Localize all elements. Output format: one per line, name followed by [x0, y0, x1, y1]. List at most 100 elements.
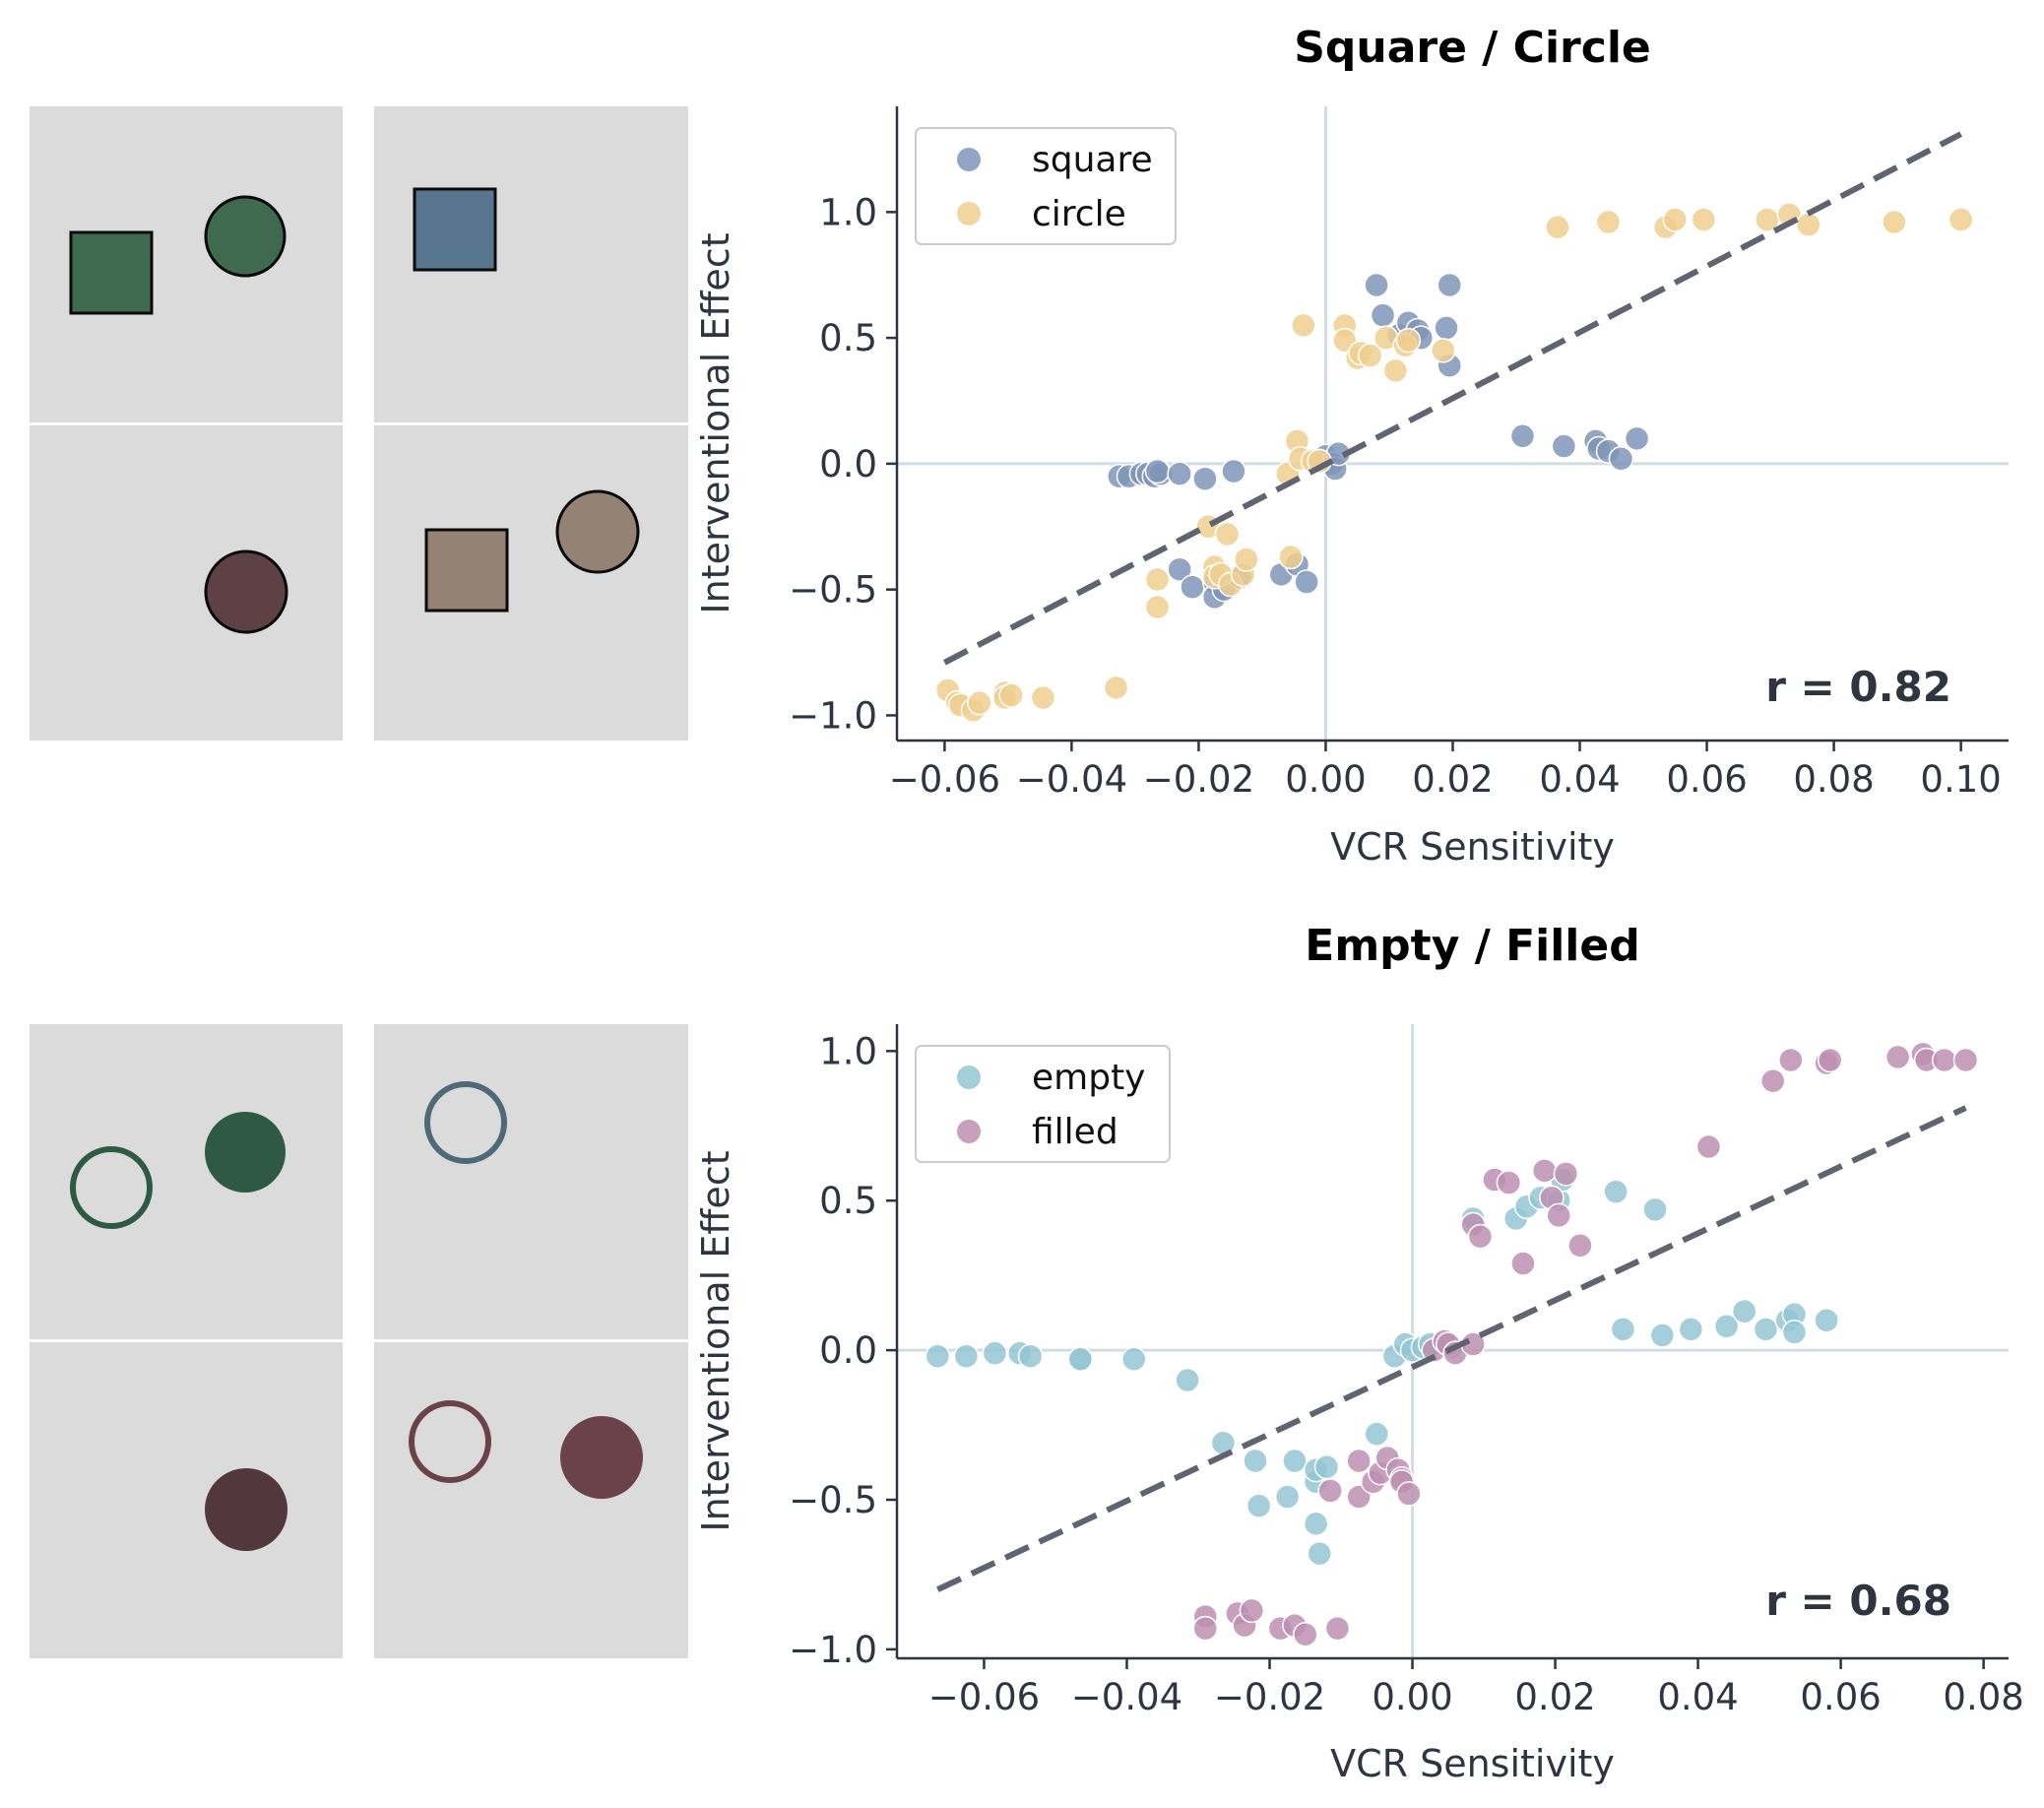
data-point-filled	[1695, 1133, 1722, 1160]
data-point-filled	[1884, 1044, 1911, 1070]
circle-shape-filled	[560, 1416, 643, 1499]
data-point-square	[1180, 574, 1205, 600]
x-tick-label: 0.08	[1793, 758, 1874, 801]
data-point-circle	[1030, 684, 1056, 711]
data-point-filled	[1467, 1223, 1494, 1250]
thumbnail-grid-empty-filled	[30, 1024, 688, 1658]
thumbnail-panel	[30, 1024, 343, 1339]
square-shape-filled	[424, 528, 509, 613]
data-point-filled	[1324, 1615, 1351, 1642]
thumbnail-grid-square-circle	[30, 106, 688, 741]
data-point-circle	[1214, 521, 1241, 548]
data-point-circle	[1291, 312, 1316, 339]
thumbnail-panel	[374, 1024, 688, 1339]
data-point-filled	[1293, 1621, 1318, 1647]
y-tick-label: 1.0	[819, 1030, 877, 1072]
data-point-empty	[1713, 1314, 1740, 1339]
y-tick-label: −1.0	[789, 694, 877, 737]
circle-shape-empty	[409, 1400, 491, 1483]
x-tick-label: 0.04	[1539, 758, 1620, 801]
data-point-filled	[1759, 1067, 1786, 1094]
circle-shape-empty	[424, 1081, 507, 1164]
y-tick-label: 0.5	[819, 317, 877, 359]
data-point-empty	[1814, 1307, 1839, 1333]
data-point-empty	[1246, 1493, 1272, 1518]
data-point-circle	[1278, 544, 1304, 570]
data-point-filled	[1396, 1481, 1422, 1507]
data-point-circle	[1796, 212, 1821, 237]
data-point-circle	[1395, 327, 1422, 354]
legend-marker-square	[957, 148, 981, 171]
x-tick-label: 0.02	[1412, 758, 1493, 801]
x-tick-label: 0.00	[1285, 758, 1366, 801]
chart-title: Empty / Filled	[1305, 921, 1639, 971]
x-tick-label: 0.10	[1920, 758, 2001, 801]
data-point-empty	[1649, 1323, 1676, 1348]
data-point-square	[1144, 458, 1171, 484]
x-tick-label: 0.06	[1666, 758, 1747, 801]
data-point-empty	[1120, 1346, 1147, 1372]
y-tick-label: −0.5	[789, 569, 877, 612]
data-point-empty	[1175, 1367, 1200, 1393]
data-point-empty	[953, 1343, 980, 1369]
regression-fit-line	[936, 1105, 1967, 1592]
thumbnail-panel	[30, 425, 343, 741]
data-point-circle	[967, 689, 992, 716]
circle-shape-filled	[204, 195, 287, 278]
legend-label-square: square	[1032, 140, 1153, 180]
circle-shape-filled	[205, 1468, 287, 1551]
data-point-empty	[1282, 1448, 1308, 1474]
legend-label-empty: empty	[1032, 1058, 1146, 1098]
data-point-filled	[1553, 1161, 1579, 1187]
data-point-empty	[1610, 1317, 1636, 1342]
data-point-empty	[925, 1343, 951, 1369]
x-tick-label: −0.04	[1016, 758, 1127, 801]
data-point-filled	[1817, 1047, 1843, 1073]
data-point-empty	[1017, 1343, 1044, 1369]
data-point-circle	[1357, 343, 1383, 368]
data-point-filled	[1496, 1170, 1522, 1195]
data-point-filled	[1192, 1615, 1218, 1642]
data-point-filled	[1510, 1251, 1536, 1276]
data-point-square	[1192, 466, 1218, 491]
x-tick-label: −0.06	[889, 758, 1000, 801]
x-axis-label: VCR Sensitivity	[1330, 1742, 1615, 1785]
data-point-square	[1167, 461, 1192, 486]
data-point-square	[1624, 425, 1650, 452]
thumbnail-panel	[374, 1342, 688, 1658]
x-tick-label: 0.06	[1800, 1676, 1881, 1718]
x-tick-label: −0.06	[928, 1676, 1040, 1718]
data-point-circle	[1234, 547, 1259, 572]
data-point-filled	[1317, 1478, 1343, 1504]
data-point-empty	[1781, 1320, 1808, 1345]
data-point-empty	[1678, 1317, 1704, 1342]
data-point-circle	[998, 682, 1024, 708]
data-point-empty	[1731, 1298, 1757, 1324]
legend: empty filled	[915, 1045, 1171, 1163]
data-point-square	[1370, 302, 1396, 328]
data-point-circle	[1662, 207, 1689, 232]
data-point-circle	[1382, 357, 1409, 384]
series-square	[1107, 272, 1650, 611]
legend-label-filled: filled	[1032, 1112, 1118, 1152]
data-point-empty	[1303, 1511, 1329, 1537]
data-point-filled	[1239, 1597, 1265, 1624]
data-point-empty	[1313, 1453, 1340, 1480]
y-tick-label: 1.0	[819, 191, 877, 233]
data-point-circle	[1882, 209, 1907, 235]
y-tick-label: −1.0	[789, 1629, 877, 1671]
data-point-empty	[1067, 1346, 1094, 1372]
data-point-square	[1434, 315, 1459, 341]
x-tick-label: −0.02	[1143, 758, 1254, 801]
scatter-plot-square-circle: Square / Circle −0.06 −0.04 −0.02 0.00 0.02 0.…	[694, 23, 2009, 869]
series-empty	[925, 1167, 1839, 1567]
series-filled	[1192, 1041, 1979, 1647]
scatter-plot-empty-filled: Empty / Filled −0.06 −0.04 −0.02 0.00 0.02 0.0…	[694, 921, 2024, 1785]
legend-marker-empty	[957, 1065, 981, 1089]
chart-title: Square / Circle	[1294, 23, 1651, 73]
legend-label-circle: circle	[1032, 194, 1126, 234]
data-point-filled	[1778, 1047, 1804, 1073]
x-axis-label: VCR Sensitivity	[1330, 825, 1615, 869]
thumbnail-panel	[374, 425, 688, 741]
data-point-circle	[1691, 207, 1717, 232]
